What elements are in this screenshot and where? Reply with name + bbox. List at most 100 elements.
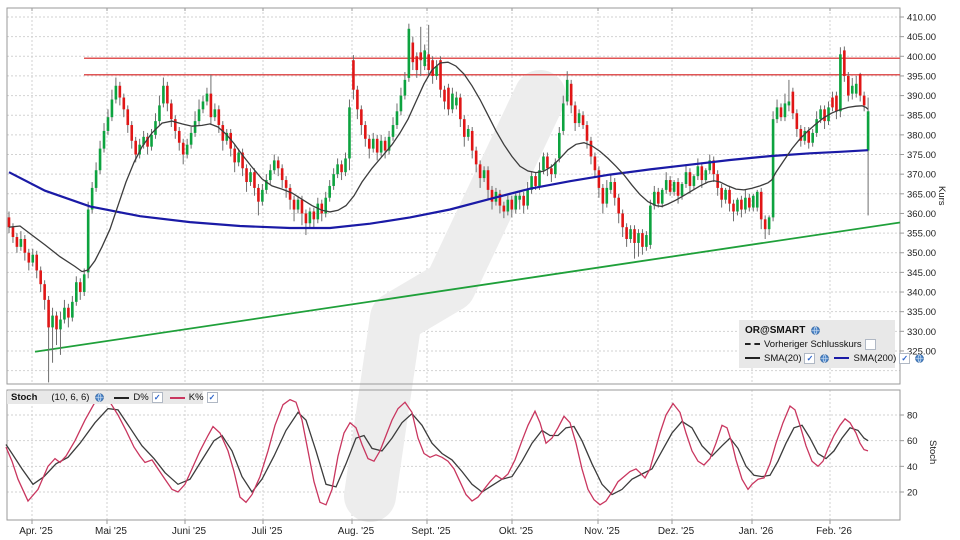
candle-down bbox=[502, 205, 506, 212]
stoch-tick-label: 80 bbox=[907, 411, 918, 422]
stoch-legend: Stoch (10, 6, 6) D% ✓ K% ✓ bbox=[7, 391, 218, 404]
candle-down bbox=[474, 150, 478, 165]
candle-down bbox=[352, 60, 355, 90]
sma200-checkbox[interactable]: ✓ bbox=[899, 352, 911, 364]
candle-down bbox=[748, 197, 751, 208]
candle-down bbox=[831, 97, 834, 108]
prev-close-line-sample bbox=[745, 343, 760, 345]
candle-down bbox=[173, 119, 177, 131]
price-tick-label: 365.00 bbox=[907, 189, 936, 200]
candle-up bbox=[645, 235, 648, 247]
candle-down bbox=[617, 197, 620, 214]
globe-icon[interactable] bbox=[915, 353, 925, 363]
candle-up bbox=[51, 315, 54, 328]
candle-down bbox=[134, 140, 137, 155]
month-tick-label: Nov. '25 bbox=[584, 526, 620, 537]
candle-up bbox=[106, 117, 110, 131]
candle-up bbox=[197, 109, 201, 122]
candle-up bbox=[775, 107, 779, 120]
instrument-title: OR@SMART bbox=[745, 324, 806, 336]
candle-up bbox=[296, 199, 300, 210]
candle-down bbox=[122, 97, 126, 110]
candle-up bbox=[530, 176, 533, 190]
candle-up bbox=[90, 187, 94, 210]
candle-up bbox=[672, 182, 676, 192]
candle-up bbox=[704, 170, 708, 181]
candle-down bbox=[534, 176, 537, 186]
price-tick-label: 350.00 bbox=[907, 248, 936, 259]
candle-down bbox=[11, 227, 15, 238]
sma20-line bbox=[8, 61, 869, 273]
candle-down bbox=[23, 238, 27, 253]
candle-down bbox=[257, 187, 260, 202]
candle-down bbox=[15, 237, 19, 247]
candle-down bbox=[585, 125, 589, 141]
candle-up bbox=[724, 189, 727, 200]
candle-up bbox=[75, 282, 78, 302]
candle-down bbox=[447, 87, 450, 110]
candle-down bbox=[569, 83, 573, 106]
candle-up bbox=[265, 180, 268, 190]
candle-down bbox=[625, 227, 628, 239]
d-percent-checkbox[interactable]: ✓ bbox=[151, 392, 163, 403]
prev-close-checkbox[interactable] bbox=[864, 338, 876, 350]
candle-up bbox=[332, 174, 335, 186]
candle-down bbox=[807, 130, 811, 143]
candle-up bbox=[59, 319, 62, 330]
candle-up bbox=[71, 301, 74, 318]
candle-up bbox=[565, 79, 569, 102]
candle-up bbox=[403, 79, 407, 96]
candle-up bbox=[708, 160, 712, 171]
price-tick-label: 380.00 bbox=[907, 130, 936, 141]
candle-up bbox=[554, 162, 557, 175]
candle-up bbox=[102, 130, 106, 149]
candle-down bbox=[241, 152, 244, 169]
main-chart-legend: OR@SMART Vorheriger Schlusskurs SMA(20) … bbox=[739, 320, 925, 368]
candle-down bbox=[288, 187, 292, 200]
candle-down bbox=[146, 136, 149, 147]
candle-down bbox=[415, 56, 419, 71]
candle-up bbox=[660, 189, 664, 204]
candle-up bbox=[815, 119, 818, 133]
candle-up bbox=[609, 182, 613, 190]
main-panel-frame bbox=[6, 7, 901, 385]
candle-down bbox=[130, 125, 134, 141]
globe-icon[interactable] bbox=[811, 325, 821, 335]
sma200-label: SMA(200) bbox=[853, 352, 897, 364]
candle-up bbox=[577, 113, 581, 124]
candle-up bbox=[542, 156, 545, 171]
candle-down bbox=[847, 75, 850, 96]
candle-up bbox=[348, 107, 351, 159]
sma200-line-sample bbox=[834, 357, 850, 359]
candle-down bbox=[510, 199, 514, 210]
candle-down bbox=[720, 187, 723, 200]
candle-down bbox=[573, 105, 577, 124]
candle-up bbox=[803, 130, 807, 141]
candle-up bbox=[162, 85, 165, 104]
candle-down bbox=[791, 91, 795, 114]
trend-line bbox=[34, 221, 901, 353]
candle-up bbox=[225, 132, 229, 141]
candle-up bbox=[407, 28, 411, 78]
candle-down bbox=[522, 195, 525, 206]
month-tick-label: Jan. '26 bbox=[739, 526, 774, 537]
candle-up bbox=[391, 125, 395, 137]
candle-down bbox=[759, 191, 763, 220]
candle-down bbox=[67, 307, 70, 318]
globe-icon[interactable] bbox=[820, 353, 830, 363]
candle-up bbox=[755, 191, 759, 208]
sma20-checkbox[interactable]: ✓ bbox=[804, 352, 816, 364]
candle-up bbox=[98, 148, 102, 171]
price-tick-label: 360.00 bbox=[907, 209, 936, 220]
price-tick-label: 370.00 bbox=[907, 170, 936, 181]
candle-up bbox=[850, 85, 854, 94]
month-tick-label: Okt. '25 bbox=[499, 526, 534, 537]
candle-up bbox=[185, 144, 189, 155]
globe-icon[interactable] bbox=[95, 393, 105, 402]
candle-down bbox=[419, 52, 423, 61]
k-percent-checkbox[interactable]: ✓ bbox=[206, 392, 218, 403]
candle-up bbox=[680, 183, 684, 196]
candle-down bbox=[47, 299, 50, 328]
candle-up bbox=[205, 93, 209, 102]
candle-up bbox=[237, 152, 240, 163]
